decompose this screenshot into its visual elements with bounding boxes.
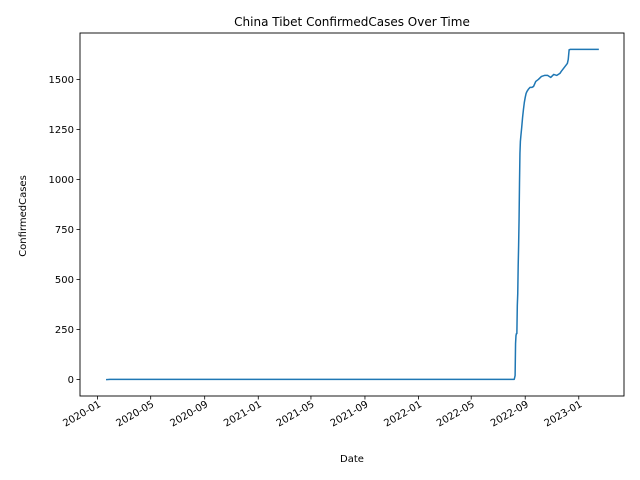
y-tick-label: 0 xyxy=(68,375,74,386)
y-tick-label: 1250 xyxy=(49,125,74,136)
series-line-0 xyxy=(105,48,599,381)
y-tick-label: 1000 xyxy=(49,175,74,186)
y-tick-label: 500 xyxy=(55,275,74,286)
y-tick-label: 750 xyxy=(55,225,74,236)
plot-frame xyxy=(79,32,625,397)
y-axis: 0 250 500 750 1000 1250 1500 xyxy=(49,75,80,386)
chart-title: China Tibet ConfirmedCases Over Time xyxy=(234,15,470,29)
x-axis-label: Date xyxy=(340,454,364,465)
y-tick-label: 1500 xyxy=(49,75,74,86)
plot-area xyxy=(105,48,599,381)
y-axis-label: ConfirmedCases xyxy=(18,175,29,257)
y-tick-label: 250 xyxy=(55,325,74,336)
